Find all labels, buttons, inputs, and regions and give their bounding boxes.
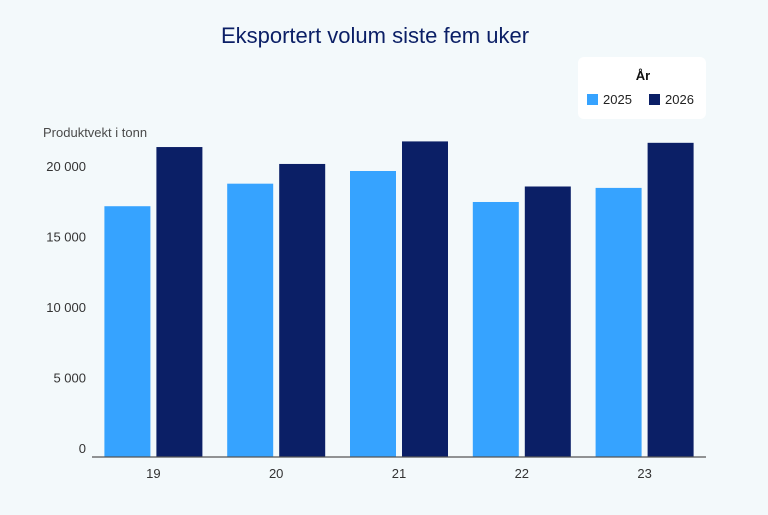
x-tick-label: 19 <box>146 466 160 481</box>
x-tick-label: 22 <box>515 466 529 481</box>
legend-label-2025: 2025 <box>603 92 632 107</box>
legend-swatch-2026 <box>649 94 660 105</box>
bar-2026-20 <box>279 163 326 457</box>
bar-2025-22 <box>472 201 519 457</box>
y-axis-label: Produktvekt i tonn <box>43 125 147 140</box>
bar-2025-19 <box>104 206 151 457</box>
legend-swatch-2025 <box>587 94 598 105</box>
y-tick-label: 20 000 <box>46 159 86 174</box>
legend-label-2026: 2026 <box>665 92 694 107</box>
x-tick-label: 23 <box>637 466 651 481</box>
legend-title: År <box>636 68 650 83</box>
legend: År 2025 2026 <box>578 57 706 119</box>
bar-2025-21 <box>350 170 396 458</box>
bar-2026-21 <box>402 141 448 458</box>
y-tick-label: 5 000 <box>53 371 86 386</box>
y-tick-label: 0 <box>79 441 86 456</box>
x-axis-ticks: 19 20 21 22 23 <box>146 466 652 481</box>
y-axis-ticks: 0 5 000 10 000 15 000 20 000 <box>46 159 86 456</box>
legend-box <box>578 57 706 119</box>
chart-title: Eksportert volum siste fem uker <box>221 23 529 48</box>
bars <box>104 141 694 458</box>
bar-2025-20 <box>227 183 274 458</box>
x-tick-label: 20 <box>269 466 283 481</box>
y-tick-label: 15 000 <box>46 230 86 245</box>
bar-2025-23 <box>595 187 642 457</box>
bar-2026-23 <box>647 142 694 457</box>
y-tick-label: 10 000 <box>46 300 86 315</box>
bar-2026-22 <box>524 186 571 457</box>
bar-2026-19 <box>156 147 203 458</box>
x-tick-label: 21 <box>392 466 406 481</box>
